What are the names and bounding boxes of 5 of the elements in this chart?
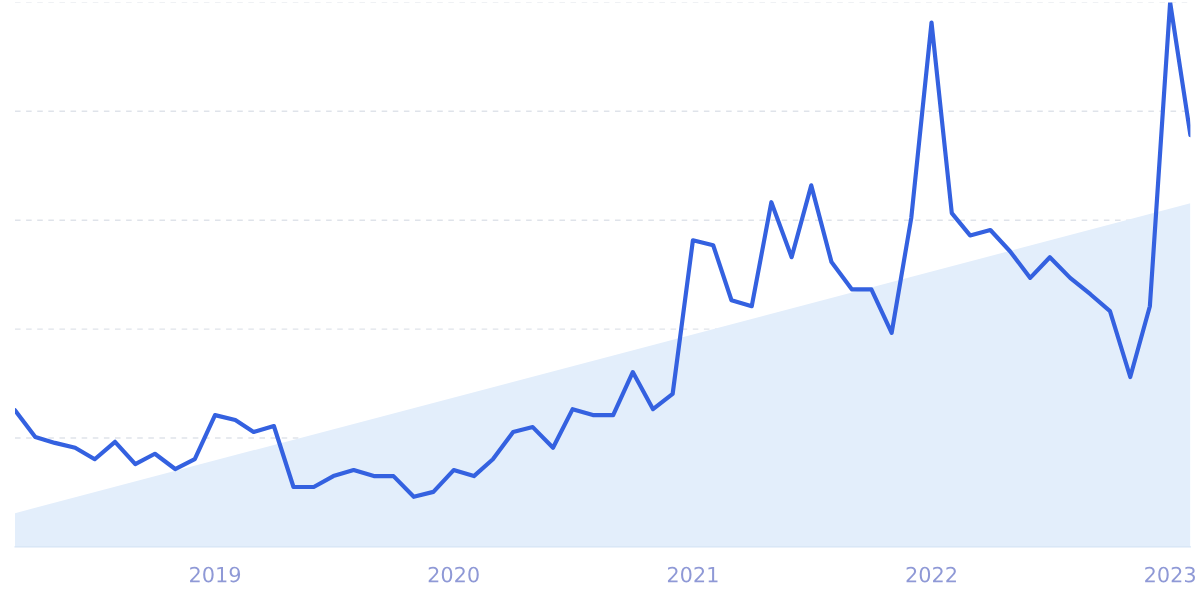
- x-tick-label: 2023: [1145, 566, 1195, 583]
- x-tick-label: 2019: [190, 566, 241, 583]
- x-tick-label: 2021: [667, 566, 718, 583]
- x-tick-label: 2020: [428, 566, 479, 583]
- x-tick-label: 2022: [906, 566, 956, 583]
